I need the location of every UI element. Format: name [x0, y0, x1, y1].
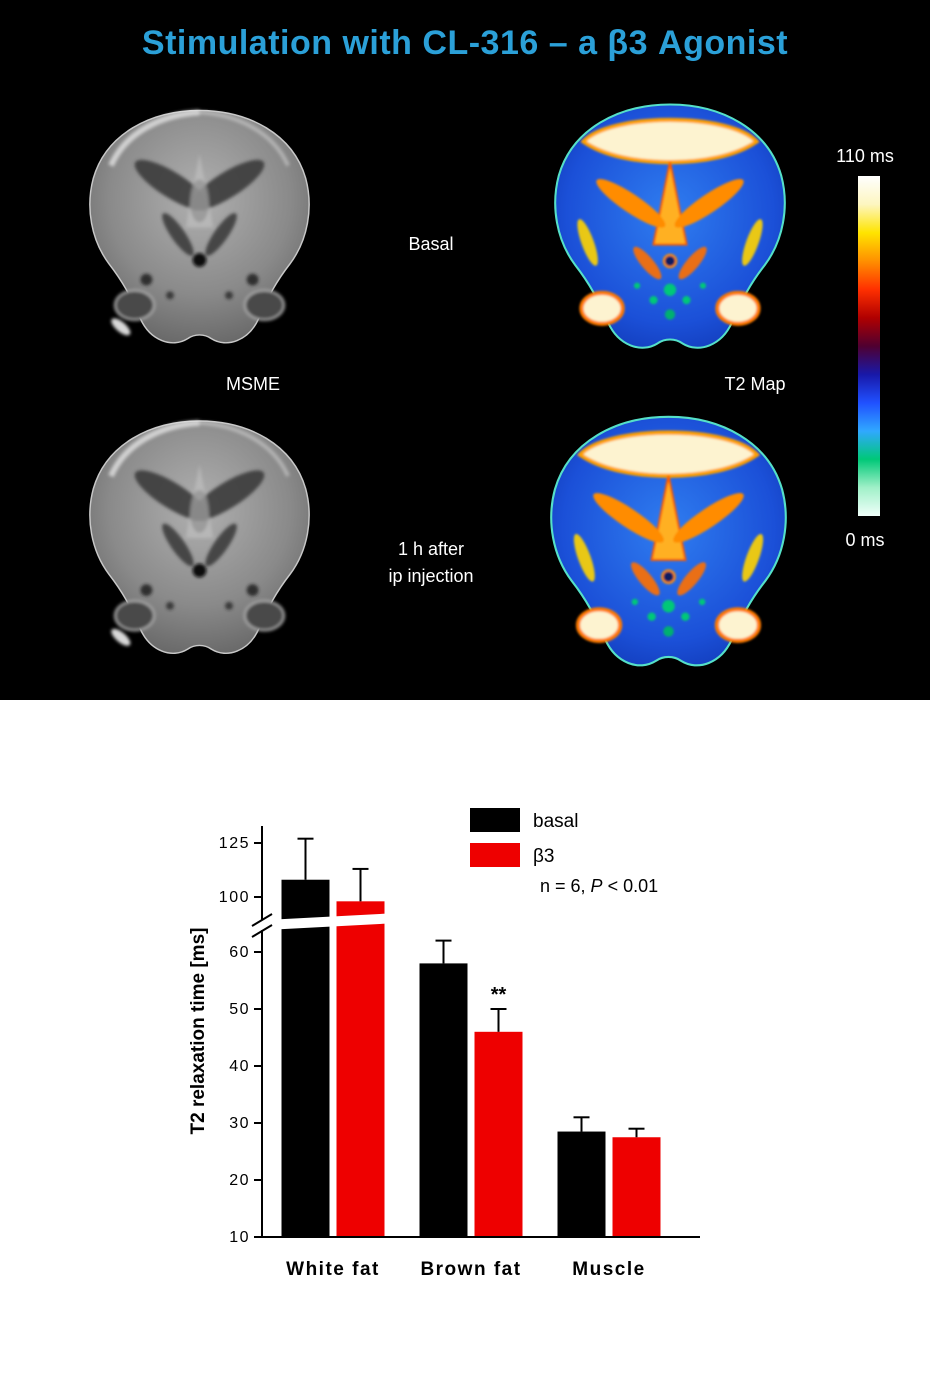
- mri-msme-basal-image: [52, 90, 347, 365]
- colorbar: [858, 176, 880, 516]
- t2-map-after-image: [510, 400, 827, 684]
- axis-break-band: [248, 913, 398, 931]
- mri-msme-after-image: [52, 396, 347, 680]
- after-injection-line1: 1 h after: [397, 539, 465, 559]
- category-label-brown-fat: Brown fat: [420, 1259, 521, 1280]
- msme-column-label: MSME: [226, 374, 280, 394]
- t2-map-basal-image: [515, 88, 825, 366]
- slide-panel: Stimulation with CL-316 – a β3 Agonist B…: [0, 0, 930, 700]
- y-tick-label-20: 20: [229, 1172, 250, 1189]
- legend-label-basal: basal: [533, 811, 578, 832]
- y-axis-title: T2 relaxation time [ms]: [188, 928, 209, 1135]
- axis-break-slash-upper: [251, 913, 273, 927]
- category-label-white-fat: White fat: [286, 1259, 380, 1280]
- legend-label-3: β3: [533, 846, 555, 867]
- y-tick-label-10: 10: [229, 1229, 250, 1246]
- legend-swatch-basal: [470, 808, 520, 832]
- colorbar-max-label: 110 ms: [836, 146, 894, 166]
- bar-3-muscle: [612, 1137, 661, 1237]
- bar-basal-brown-fat: [419, 963, 468, 1237]
- axis-break-slash-lower: [251, 924, 273, 938]
- after-injection-row-label: 1 h after ip injection: [331, 536, 531, 590]
- significance-marker: **: [491, 984, 507, 1006]
- bar-basal-white-fat: [281, 879, 330, 1237]
- y-tick-label-125: 125: [219, 835, 250, 852]
- legend-swatch-3: [470, 843, 520, 867]
- after-injection-line2: ip injection: [388, 566, 474, 586]
- slide-title: Stimulation with CL-316 – a β3 Agonist: [141, 24, 789, 62]
- y-tick-label-100: 100: [219, 889, 250, 906]
- colorbar-min-label: 0 ms: [845, 530, 885, 550]
- t2-map-column-label: T2 Map: [724, 374, 786, 394]
- y-tick-label-50: 50: [229, 1001, 250, 1018]
- y-tick-label-30: 30: [229, 1115, 250, 1132]
- t2-bar-chart: 10 20 30 40 50 60 100 125 White fat Brown fat Musc…: [0, 700, 930, 1400]
- y-tick-label-60: 60: [229, 944, 250, 961]
- category-label-muscle: Muscle: [572, 1259, 645, 1280]
- stats-note: n = 6, P < 0.01: [540, 876, 658, 896]
- basal-row-label: Basal: [408, 234, 454, 254]
- bar-basal-muscle: [557, 1131, 606, 1237]
- y-tick-label-40: 40: [229, 1058, 250, 1075]
- bar-3-brown-fat: [474, 1031, 523, 1237]
- bar-3-white-fat: [336, 901, 385, 1237]
